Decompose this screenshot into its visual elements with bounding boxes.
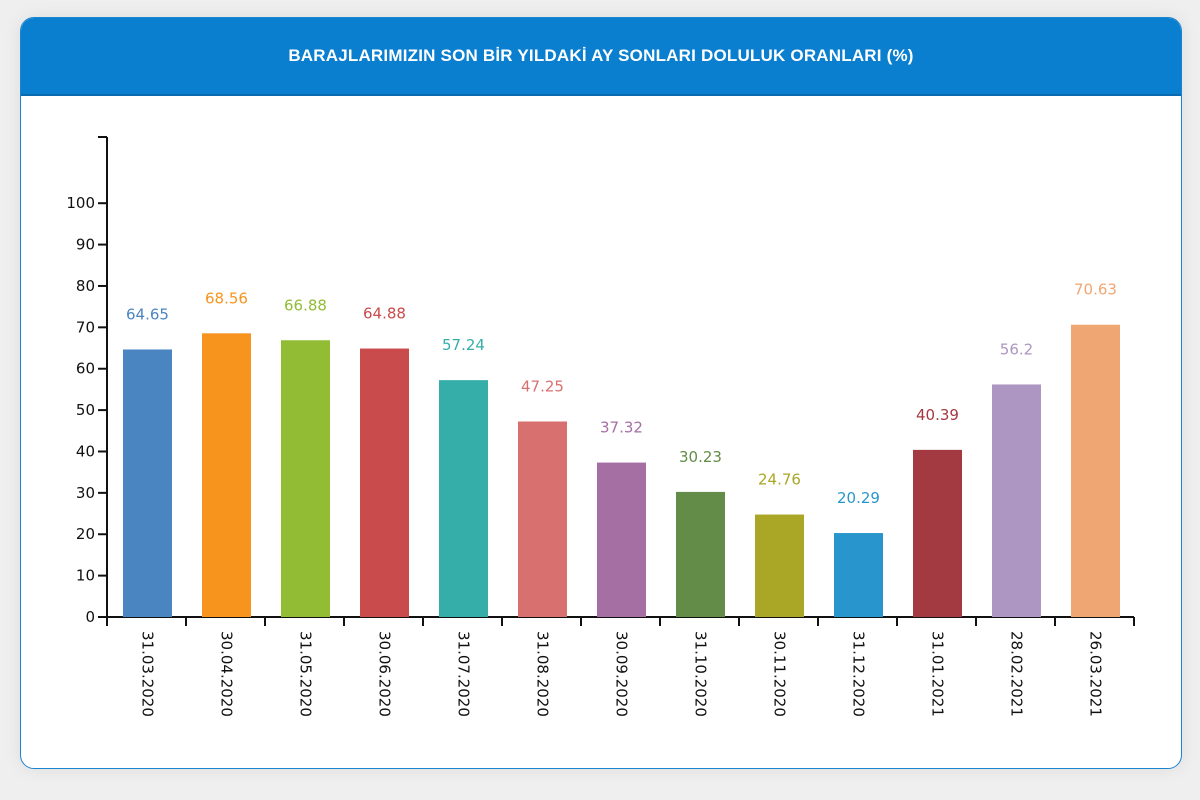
value-label: 64.88 bbox=[363, 305, 406, 323]
bar-28.02.2021 bbox=[992, 384, 1041, 617]
bar-31.08.2020 bbox=[518, 421, 567, 617]
value-label: 20.29 bbox=[837, 489, 880, 507]
bar-30.11.2020 bbox=[755, 514, 804, 617]
y-tick-label: 20 bbox=[76, 525, 95, 543]
chart-header: BARAJLARIMIZIN SON BİR YILDAKİ AY SONLAR… bbox=[21, 18, 1181, 96]
value-label: 40.39 bbox=[916, 406, 959, 424]
y-tick-label: 50 bbox=[76, 401, 95, 419]
x-tick-label: 31.03.2020 bbox=[139, 631, 157, 717]
x-tick-label: 31.01.2021 bbox=[929, 631, 947, 717]
y-tick-label: 0 bbox=[85, 608, 95, 626]
x-tick-label: 31.10.2020 bbox=[692, 631, 710, 717]
y-tick-label: 60 bbox=[76, 360, 95, 378]
bar-30.06.2020 bbox=[360, 348, 409, 617]
y-tick-label: 40 bbox=[76, 442, 95, 460]
y-tick-label: 70 bbox=[76, 318, 95, 336]
value-label: 66.88 bbox=[284, 296, 327, 314]
y-tick-label: 100 bbox=[66, 194, 95, 212]
x-tick-label: 31.12.2020 bbox=[850, 631, 868, 717]
x-tick-label: 30.06.2020 bbox=[376, 631, 394, 717]
bar-26.03.2021 bbox=[1071, 324, 1120, 617]
bar-31.05.2020 bbox=[281, 340, 330, 617]
x-tick-label: 30.09.2020 bbox=[613, 631, 631, 717]
x-tick-label: 30.11.2020 bbox=[771, 631, 789, 717]
y-tick-label: 80 bbox=[76, 277, 95, 295]
value-label: 56.2 bbox=[1000, 340, 1033, 358]
bar-31.10.2020 bbox=[676, 491, 725, 617]
value-label: 37.32 bbox=[600, 419, 643, 437]
x-tick-label: 30.04.2020 bbox=[218, 631, 236, 717]
y-tick-label: 30 bbox=[76, 484, 95, 502]
x-tick-label: 31.07.2020 bbox=[455, 631, 473, 717]
y-tick-label: 10 bbox=[76, 567, 95, 585]
value-label: 57.24 bbox=[442, 336, 485, 354]
value-label: 30.23 bbox=[679, 448, 722, 466]
bar-31.01.2021 bbox=[913, 449, 962, 617]
bar-31.07.2020 bbox=[439, 380, 488, 617]
x-tick-label: 26.03.2021 bbox=[1087, 631, 1105, 717]
value-label: 68.56 bbox=[205, 289, 248, 307]
chart-title: BARAJLARIMIZIN SON BİR YILDAKİ AY SONLAR… bbox=[288, 46, 914, 65]
y-tick-label: 90 bbox=[76, 236, 95, 254]
x-tick-label: 31.05.2020 bbox=[297, 631, 315, 717]
x-tick-label: 31.08.2020 bbox=[534, 631, 552, 717]
value-label: 70.63 bbox=[1074, 281, 1117, 299]
bar-31.12.2020 bbox=[834, 533, 883, 617]
x-tick-label: 28.02.2021 bbox=[1008, 631, 1026, 717]
value-label: 64.65 bbox=[126, 305, 169, 323]
value-label: 47.25 bbox=[521, 377, 564, 395]
bar-31.03.2020 bbox=[123, 349, 172, 617]
value-label: 24.76 bbox=[758, 471, 801, 489]
bar-30.04.2020 bbox=[202, 333, 251, 617]
bar-30.09.2020 bbox=[597, 462, 646, 617]
